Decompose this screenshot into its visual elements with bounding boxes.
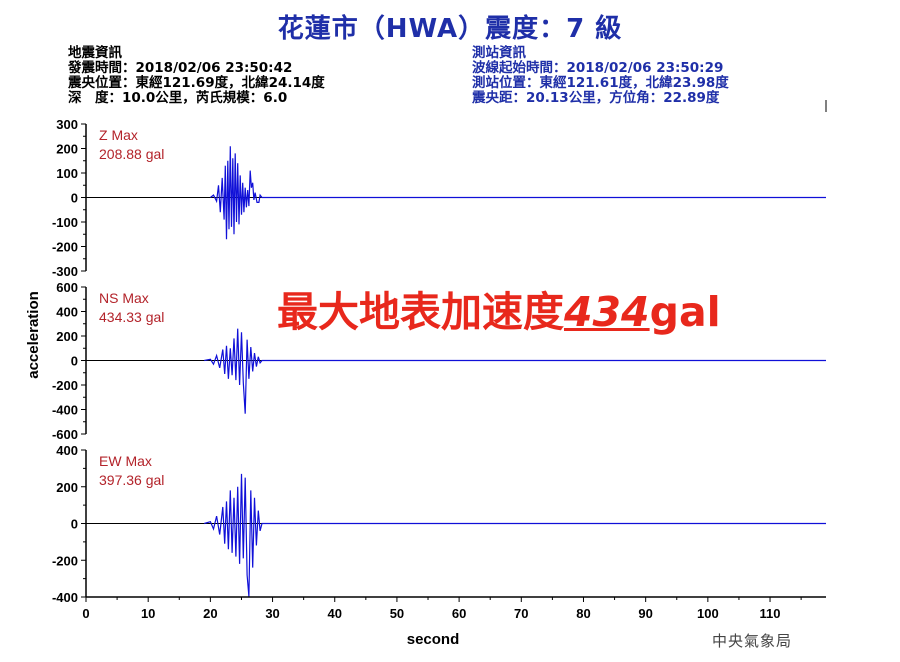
series-name: EW Max bbox=[99, 453, 152, 469]
y-tick-label: 0 bbox=[71, 354, 78, 369]
x-tick-label: 60 bbox=[452, 606, 466, 621]
y-tick-label: -600 bbox=[52, 427, 78, 442]
epicentral-distance: 震央距：20.13公里，方位角：22.89度 bbox=[472, 90, 720, 106]
pga-unit: gal bbox=[649, 288, 721, 336]
y-tick-label: 200 bbox=[56, 329, 78, 344]
x-tick-label: 20 bbox=[203, 606, 217, 621]
y-tick-label: 400 bbox=[56, 443, 78, 458]
x-tick-label: 10 bbox=[141, 606, 155, 621]
x-tick-label: 30 bbox=[265, 606, 279, 621]
x-tick-label: 50 bbox=[390, 606, 404, 621]
depth-magnitude: 深 度：10.0公里，芮氏規模：6.0 bbox=[68, 90, 288, 106]
series-max-value: 434.33 gal bbox=[99, 309, 164, 325]
x-tick-label: 90 bbox=[638, 606, 652, 621]
x-tick-label: 40 bbox=[328, 606, 342, 621]
series-name: NS Max bbox=[99, 290, 149, 306]
station-info-heading: 測站資訊 bbox=[472, 45, 526, 61]
y-tick-label: -400 bbox=[52, 403, 78, 418]
wave-start-time: 波線起始時間：2018/02/06 23:50:29 bbox=[472, 60, 724, 76]
waveform-ns bbox=[204, 328, 826, 414]
earthquake-info: 地震資訊 發震時間：2018/02/06 23:50:42 震央位置：東經121… bbox=[68, 46, 325, 106]
series-name: Z Max bbox=[99, 127, 138, 143]
x-tick-label: 100 bbox=[697, 606, 719, 621]
waveform-z bbox=[210, 146, 826, 240]
y-tick-label: -200 bbox=[52, 378, 78, 393]
y-tick-label: 200 bbox=[56, 480, 78, 495]
y-tick-label: 0 bbox=[71, 191, 78, 206]
y-tick-label: 200 bbox=[56, 142, 78, 157]
earthquake-info-heading: 地震資訊 bbox=[68, 45, 122, 61]
x-tick-label: 80 bbox=[576, 606, 590, 621]
y-tick-label: 300 bbox=[56, 117, 78, 132]
y-tick-label: -300 bbox=[52, 264, 78, 279]
station-info: 測站資訊 波線起始時間：2018/02/06 23:50:29 測站位置：東經1… bbox=[472, 46, 729, 106]
y-tick-label: 600 bbox=[56, 280, 78, 295]
pga-number: 434 bbox=[564, 288, 650, 336]
station-position: 測站位置：東經121.61度，北緯23.98度 bbox=[472, 75, 729, 91]
y-axis-label: acceleration bbox=[25, 291, 42, 379]
y-tick-label: 100 bbox=[56, 166, 78, 181]
series-max-value: 208.88 gal bbox=[99, 146, 164, 162]
series-max-value: 397.36 gal bbox=[99, 472, 164, 488]
x-axis-label: second bbox=[407, 631, 460, 648]
page-title: 花蓮市（HWA）震度：7 級 bbox=[277, 14, 623, 44]
y-tick-label: -200 bbox=[52, 240, 78, 255]
x-tick-label: 70 bbox=[514, 606, 528, 621]
y-tick-label: 400 bbox=[56, 305, 78, 320]
x-tick-label: 0 bbox=[82, 606, 89, 621]
pga-overlay-text: 最大地表加速度434gal bbox=[277, 278, 721, 338]
y-tick-label: 0 bbox=[71, 517, 78, 532]
y-tick-label: -100 bbox=[52, 215, 78, 230]
x-tick-label: 110 bbox=[760, 606, 781, 621]
origin-time: 發震時間：2018/02/06 23:50:42 bbox=[68, 60, 293, 76]
y-tick-label: -400 bbox=[52, 590, 78, 605]
agency-credit: 中央氣象局 bbox=[712, 632, 793, 650]
epicenter: 震央位置：東經121.69度，北緯24.14度 bbox=[68, 75, 325, 91]
waveform-ew bbox=[204, 473, 826, 597]
pga-prefix: 最大地表加速度 bbox=[277, 288, 564, 336]
y-tick-label: -200 bbox=[52, 553, 78, 568]
